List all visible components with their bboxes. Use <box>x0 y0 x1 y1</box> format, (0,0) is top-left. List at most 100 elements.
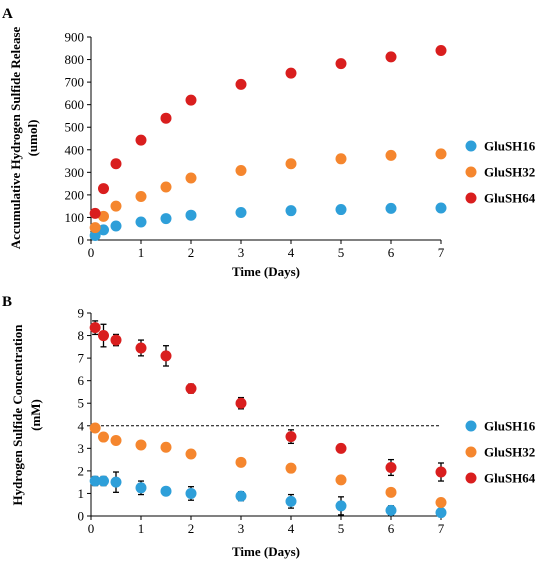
panel-b-legend-glush16-label: GluSH16 <box>484 419 536 434</box>
panel-b-y-tick-label: 6 <box>78 373 85 388</box>
panel-a-glush64-point <box>185 94 197 106</box>
panel-b-glush16-point <box>98 475 109 487</box>
panel-a-glush32-point <box>135 190 147 202</box>
panel-a-glush32-point <box>89 222 101 234</box>
panel-b-y-tick-label: 1 <box>78 486 85 501</box>
panel-a-glush32-point <box>385 149 397 161</box>
panel-b-glush32-point <box>185 448 197 460</box>
panel-b-y-axis-title: Hydrogen Sulfide Concentration (mM) <box>10 324 43 506</box>
panel-a-legend-glush16-marker <box>465 140 477 152</box>
panel-a-glush32-point <box>185 172 197 184</box>
panel-a-glush16-point <box>385 202 397 214</box>
panel-a-y-axis-title-line2: (umol) <box>25 120 40 157</box>
panel-b-x-tick-label: 1 <box>138 521 145 536</box>
panel-b-y-tick-label: 4 <box>78 418 85 433</box>
panel-b-y-tick-label: 5 <box>78 396 85 411</box>
panel-b-glush16-point <box>185 487 197 499</box>
panel-b-glush16-point <box>385 504 397 516</box>
panel-b: B Hydrogen Sulfide Concentration (mM) Ti… <box>2 294 536 559</box>
panel-b-glush32-point <box>89 422 101 434</box>
panel-b-x-tick-label: 2 <box>188 521 195 536</box>
panel-b-glush16-point <box>435 507 447 519</box>
panel-a-x-tick-label: 5 <box>338 245 345 260</box>
panel-b-legend-glush32-label: GluSH32 <box>484 445 535 460</box>
panel-b-glush32-point <box>235 456 247 468</box>
panel-a-glush32-point <box>98 210 109 222</box>
panel-b-glush32-point <box>135 439 147 451</box>
panel-b-glush64-point <box>435 466 447 478</box>
panel-a-glush64-point <box>385 51 397 63</box>
panel-b-y-tick-label: 3 <box>78 441 85 456</box>
panel-a-x-tick-label: 1 <box>138 245 145 260</box>
panel-b-glush16-point <box>285 495 297 507</box>
panel-a-legend-glush32-marker <box>465 166 477 178</box>
panel-b-x-tick-label: 6 <box>388 521 395 536</box>
panel-b-glush32-point <box>98 431 109 443</box>
panel-a-glush16-point <box>135 216 147 228</box>
panel-a-letter: A <box>2 6 13 22</box>
panel-b-glush64-point <box>98 330 109 342</box>
panel-b-glush32-point <box>110 434 122 446</box>
panel-a-y-tick-label: 200 <box>65 187 85 202</box>
panel-b-glush16-point <box>89 475 101 487</box>
panel-b-glush16-point <box>160 485 172 497</box>
panel-a-y-tick-label: 300 <box>65 165 85 180</box>
panel-a-glush16-point <box>160 213 172 225</box>
panel-a-legend-glush64-label: GluSH64 <box>484 191 536 206</box>
panel-b-glush64-point <box>185 383 197 395</box>
panel-a-glush64-point <box>110 158 122 170</box>
panel-a-glush16-point <box>110 220 122 232</box>
panel-a-glush64-point <box>160 112 172 124</box>
panel-b-glush32-point <box>285 462 297 474</box>
panel-b-glush64-point <box>335 442 347 454</box>
panel-a-glush16-point <box>185 209 197 221</box>
panel-b-legend-glush16-marker <box>465 420 477 432</box>
panel-b-y-tick-label: 2 <box>78 463 85 478</box>
panel-a-glush32-point <box>110 200 122 212</box>
panel-a-legend-glush16-label: GluSH16 <box>484 139 536 154</box>
panel-b-x-tick-label: 7 <box>438 521 445 536</box>
panel-b-y-axis-title-line2: (mM) <box>28 399 43 431</box>
panel-a-glush64-point <box>135 134 147 146</box>
panel-b-glush32-point <box>435 496 447 508</box>
panel-a-glush64-point <box>89 207 101 219</box>
panel-a-x-tick-label: 4 <box>288 245 295 260</box>
panel-a-glush16-point <box>285 205 297 217</box>
panel-b-glush64-point <box>160 350 172 362</box>
panel-a: A Accumulative Hydrogen Sulfide Release … <box>2 6 536 279</box>
panel-a-glush64-point <box>98 183 109 195</box>
panel-b-glush64-point <box>385 462 397 474</box>
panel-a-glush16-point <box>235 206 247 218</box>
panel-a-y-tick-label: 800 <box>65 52 85 67</box>
panel-a-glush16-point <box>89 229 101 241</box>
panel-a-glush64-point <box>435 45 447 57</box>
panel-b-x-tick-label: 4 <box>288 521 295 536</box>
panel-b-glush16-point <box>110 476 122 488</box>
panel-b-y-tick-label: 7 <box>78 351 85 366</box>
panel-b-y-tick-label: 8 <box>78 328 85 343</box>
panel-a-y-axis-title: Accumulative Hydrogen Sulfide Release (u… <box>8 27 40 250</box>
panel-b-legend-glush64-label: GluSH64 <box>484 471 536 486</box>
panel-a-y-tick-label: 0 <box>78 233 85 248</box>
panel-b-glush16-point <box>235 490 247 502</box>
panel-a-x-axis-title: Time (Days) <box>232 264 300 279</box>
panel-a-y-axis-title-line1: Accumulative Hydrogen Sulfide Release <box>8 27 23 250</box>
panel-a-x-tick-label: 7 <box>438 245 445 260</box>
panel-b-glush64-point <box>135 342 147 354</box>
panel-a-glush16-point <box>98 224 109 236</box>
panel-b-glush64-point <box>110 334 122 346</box>
panel-b-glush16-point <box>135 482 147 494</box>
panel-b-glush32-point <box>385 486 397 498</box>
panel-a-x-tick-label: 2 <box>188 245 195 260</box>
panel-a-legend: GluSH16 GluSH32 GluSH64 <box>465 139 536 206</box>
panel-b-glush32-point <box>160 441 172 453</box>
panel-a-legend-glush64-marker <box>465 192 477 204</box>
panel-a-y-tick-label: 600 <box>65 97 85 112</box>
panel-a-glush64-point <box>285 67 297 79</box>
panel-a-glush16-point <box>335 204 347 216</box>
panel-b-x-axis-title: Time (Days) <box>232 544 300 559</box>
panel-a-glush32-point <box>160 181 172 193</box>
panel-b-glush32-point <box>335 474 347 486</box>
panel-b-legend-glush64-marker <box>465 472 477 484</box>
